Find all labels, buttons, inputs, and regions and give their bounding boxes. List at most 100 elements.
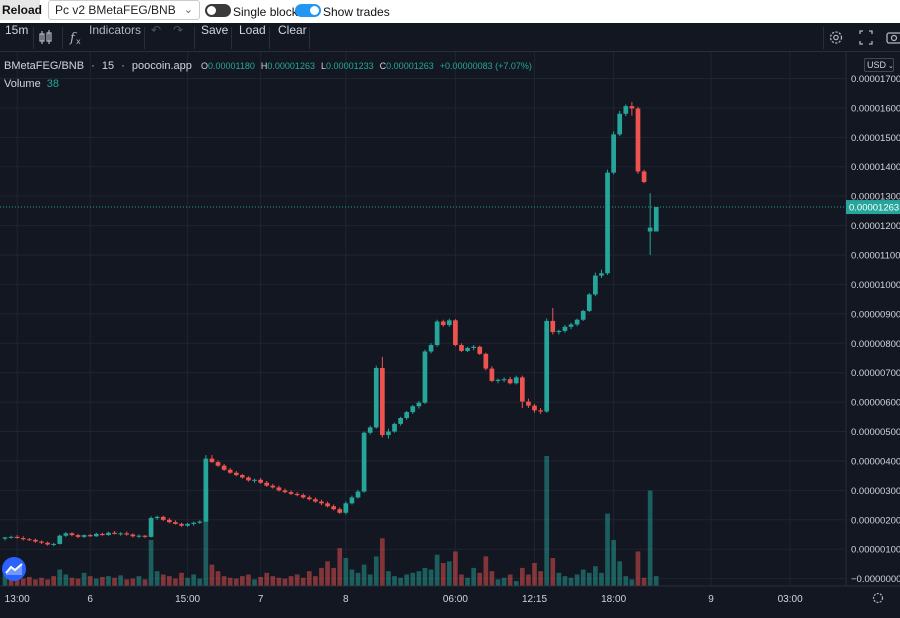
volume-bar xyxy=(75,578,81,586)
volume-bar xyxy=(306,571,312,586)
volume-bar xyxy=(142,579,148,586)
last-price-tag xyxy=(846,200,900,215)
candle-body xyxy=(556,330,562,333)
candle-body xyxy=(471,346,476,348)
volume-bar xyxy=(367,574,373,586)
camera-icon[interactable] xyxy=(886,23,900,52)
volume-bar xyxy=(641,577,647,586)
candle-body xyxy=(495,379,501,381)
volume-bar xyxy=(130,578,136,586)
low-value: 0.00001233 xyxy=(326,61,374,71)
volume-bar xyxy=(246,574,251,586)
candle-body xyxy=(203,458,209,522)
volume-bar xyxy=(617,561,623,586)
candle-body xyxy=(264,482,270,486)
price-axis-label: 0.00000700 xyxy=(851,368,900,379)
volume-bar xyxy=(623,576,629,586)
reload-button[interactable]: Reload xyxy=(0,0,42,20)
chart-settings-icon[interactable] xyxy=(872,592,884,604)
candle-body xyxy=(179,523,184,526)
volume-bar xyxy=(586,572,592,586)
high-value: 0.00001263 xyxy=(267,61,315,71)
volume-bar xyxy=(276,577,282,586)
candle-body xyxy=(349,497,355,504)
candle-body xyxy=(294,493,300,496)
volume-bar xyxy=(386,571,391,586)
volume-bar xyxy=(81,572,87,586)
candle-body xyxy=(2,537,8,539)
poocoin-logo-icon[interactable] xyxy=(2,557,26,581)
show-trades-toggle[interactable] xyxy=(295,4,321,17)
candle-body xyxy=(33,539,38,542)
candle-body xyxy=(51,543,57,545)
price-chart[interactable]: 0.00001700 0.00001600 0.00001500 0.00001400… xyxy=(0,52,900,618)
pair-select-value: Pc v2 BMetaFEG/BNB xyxy=(55,3,176,17)
candle-body xyxy=(130,534,136,537)
volume-bar xyxy=(87,576,93,586)
candle-body xyxy=(142,535,148,537)
candle-body xyxy=(355,491,361,498)
candle-body xyxy=(136,535,142,537)
gear-icon[interactable] xyxy=(828,23,846,52)
redo-icon[interactable]: ↷ xyxy=(173,23,184,37)
candles-style-icon[interactable] xyxy=(38,23,58,52)
single-blocks-toggle[interactable] xyxy=(205,4,231,17)
load-button[interactable]: Load xyxy=(239,23,266,37)
fullscreen-icon[interactable] xyxy=(858,23,876,52)
volume-bar xyxy=(593,566,598,586)
price-axis-label: 0.00000300 xyxy=(851,486,900,497)
candle-body xyxy=(453,320,458,346)
candle-body xyxy=(538,410,543,412)
candle-body xyxy=(14,536,20,539)
open-value: 0.00001180 xyxy=(207,61,255,71)
interval-button[interactable]: 15m xyxy=(5,23,29,37)
volume-bar xyxy=(459,574,464,586)
volume-bar xyxy=(264,572,270,586)
volume-bar xyxy=(611,539,616,586)
clear-button[interactable]: Clear xyxy=(278,23,307,37)
volume-bar xyxy=(100,576,105,586)
candle-body xyxy=(118,533,123,535)
toolbar-divider xyxy=(33,27,34,49)
candle-body xyxy=(526,401,531,406)
volume-bar xyxy=(69,577,75,586)
indicators-button[interactable]: Indicators xyxy=(89,23,142,37)
volume-bar xyxy=(355,572,361,586)
candle-body xyxy=(69,533,75,536)
toolbar-divider xyxy=(309,27,310,49)
pair-select[interactable]: Pc v2 BMetaFEG/BNB ⌄ xyxy=(48,0,200,20)
candle-body xyxy=(209,458,215,463)
candle-body xyxy=(404,412,410,419)
candle-body xyxy=(446,320,452,326)
candle-body xyxy=(319,501,324,504)
volume-bar xyxy=(288,576,294,586)
svg-text:x: x xyxy=(76,37,81,46)
save-button[interactable]: Save xyxy=(201,23,229,37)
candle-body xyxy=(288,492,294,494)
volume-bar xyxy=(453,551,458,586)
price-axis-label: 0.00000400 xyxy=(851,456,900,467)
candle-body xyxy=(185,523,190,526)
candle-body xyxy=(173,522,178,524)
candle-body xyxy=(398,418,403,424)
candle-body xyxy=(477,346,483,354)
candle-body xyxy=(57,535,63,544)
volume-bar xyxy=(465,577,470,586)
volume-bar xyxy=(118,575,123,586)
price-axis-label: 0.00000600 xyxy=(851,398,900,409)
show-trades-label: Show trades xyxy=(323,5,390,19)
candle-body xyxy=(605,172,610,274)
undo-icon[interactable]: ↶ xyxy=(151,23,162,37)
currency-select[interactable]: USD ⌄ xyxy=(864,58,894,72)
volume-bar xyxy=(191,574,197,586)
volume-bar xyxy=(647,490,653,586)
interval-label: 15 xyxy=(101,60,115,72)
candle-body xyxy=(501,379,507,381)
last-price-label: 0.00001263 xyxy=(849,203,899,214)
candle-body xyxy=(459,345,464,351)
close-label: C xyxy=(379,61,387,71)
volume-bar xyxy=(398,577,403,586)
volume-bar xyxy=(258,576,263,586)
